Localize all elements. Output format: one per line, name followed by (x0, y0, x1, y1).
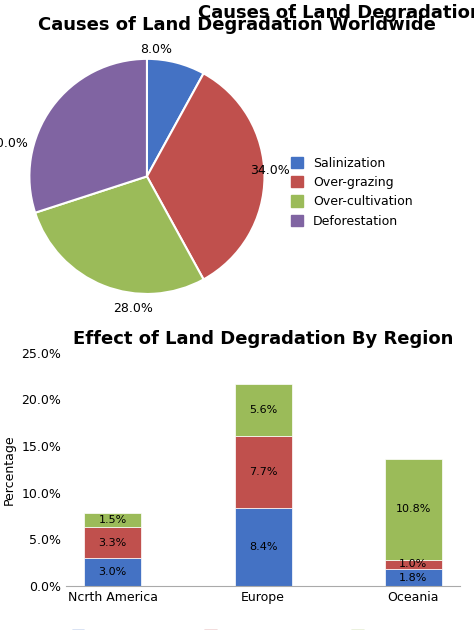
Y-axis label: Percentage: Percentage (3, 434, 16, 505)
Text: 8.0%: 8.0% (140, 43, 173, 56)
Text: 10.8%: 10.8% (396, 505, 431, 515)
Wedge shape (147, 73, 264, 280)
Text: 3.0%: 3.0% (99, 567, 127, 577)
Text: 1.0%: 1.0% (399, 559, 428, 570)
Text: 30.0%: 30.0% (0, 137, 28, 150)
Bar (385, 459, 442, 560)
Legend: Deforestation, Over-cultivation, Over-grazing: Deforestation, Over-cultivation, Over-gr… (67, 625, 459, 630)
Bar (84, 527, 141, 558)
Text: Causes of Land Degradation Worldwide: Causes of Land Degradation Worldwide (38, 16, 436, 34)
Legend: Salinization, Over-grazing, Over-cultivation, Deforestation: Salinization, Over-grazing, Over-cultiva… (291, 157, 413, 227)
Title: Effect of Land Degradation By Region: Effect of Land Degradation By Region (73, 331, 453, 348)
Text: 28.0%: 28.0% (113, 302, 153, 314)
Text: 1.5%: 1.5% (99, 515, 127, 525)
Title: Causes of Land Degradation Worldwide: Causes of Land Degradation Worldwide (198, 4, 474, 22)
Text: 3.3%: 3.3% (99, 537, 127, 547)
Text: 1.8%: 1.8% (399, 573, 428, 583)
Text: 8.4%: 8.4% (249, 542, 277, 552)
Bar (235, 384, 292, 436)
Bar (235, 436, 292, 508)
Bar (84, 558, 141, 586)
Bar (385, 560, 442, 569)
Bar (385, 569, 442, 586)
Bar (235, 508, 292, 586)
Text: 5.6%: 5.6% (249, 404, 277, 415)
Bar (84, 513, 141, 527)
Text: 34.0%: 34.0% (250, 164, 290, 177)
Wedge shape (35, 176, 203, 294)
Wedge shape (147, 59, 203, 176)
Text: 7.7%: 7.7% (249, 467, 277, 477)
Wedge shape (29, 59, 147, 213)
